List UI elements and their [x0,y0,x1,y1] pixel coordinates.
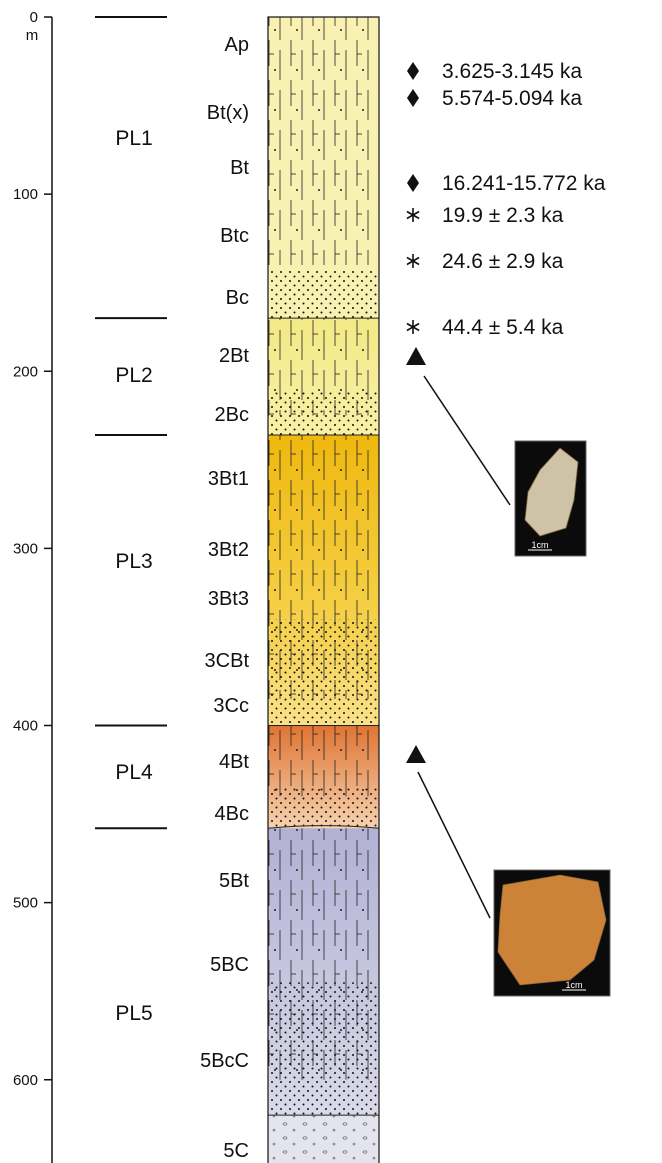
horizon-label: Ap [225,34,249,56]
artifact-marker [406,745,426,763]
diamond-symbol [407,62,419,80]
dot-pattern [268,787,379,828]
date-label: 16.241-15.772 ka [442,172,606,195]
leader-line [424,376,510,505]
horizon-label: 4Bc [215,803,249,825]
date-label: 19.9 ± 2.3 ka [442,204,564,227]
dot-pattern [268,393,379,436]
pebble-pattern [268,1115,379,1163]
horizon-label: Bt(x) [207,102,249,124]
horizon-label: 2Bt [219,345,249,367]
column [268,17,379,1163]
tick-label: 400 [13,718,38,735]
artifact-marker [406,347,426,365]
diamond-symbol [407,89,419,107]
leader-line [418,772,490,918]
date-label: 44.4 ± 5.4 ka [442,316,564,339]
dot-pattern [268,982,379,1115]
horizon-label: 3Bt3 [208,588,249,610]
horizon-label: Bt [230,157,249,179]
horizon-label: 5Bt [219,870,249,892]
crack-pattern [268,17,379,265]
unit-label: PL5 [115,1002,152,1025]
crack-pattern [268,726,379,797]
date-label: 3.625-3.145 ka [442,60,582,83]
horizon-label: 5C [223,1140,249,1162]
horizon-label: 3CBt [205,650,250,672]
horizon-label: 5BC [210,954,249,976]
unit-label: PL3 [115,550,152,573]
dot-pattern [268,270,379,318]
horizon-label: 3Bt2 [208,539,249,561]
horizon-label: 3Bt1 [208,468,249,490]
horizon-label: 5BcC [200,1050,249,1072]
dot-pattern [268,619,379,725]
horizon-label: 3Cc [213,695,249,717]
soil-profile: 0 100 200 300 400 500 600 m PL1 PL2 PL3 PL4 PL5 Ap Bt(… [0,0,662,1163]
axis-unit: m [26,27,39,44]
horizon-label: 4Bt [219,751,249,773]
scale-label: 1cm [531,540,548,550]
unit-label: PL1 [115,127,152,150]
scale-label: 1cm [565,980,582,990]
asterisk-symbol [407,320,419,334]
tick-label: 600 [13,1072,38,1089]
horizon-label: Bc [226,287,249,309]
diamond-symbol [407,174,419,192]
tick-label: 0 [30,9,38,26]
asterisk-symbol [407,208,419,222]
unit-label: PL2 [115,364,152,387]
tick-label: 100 [13,186,38,203]
date-label: 24.6 ± 2.9 ka [442,250,564,273]
horizon-label: 2Bc [215,404,249,426]
date-label: 5.574-5.094 ka [442,87,582,110]
tick-label: 500 [13,895,38,912]
tick-label: 300 [13,540,38,557]
unit-label: PL4 [115,761,153,784]
asterisk-symbol [407,254,419,268]
tick-label: 200 [13,363,38,380]
horizon-label: Btc [220,225,249,247]
